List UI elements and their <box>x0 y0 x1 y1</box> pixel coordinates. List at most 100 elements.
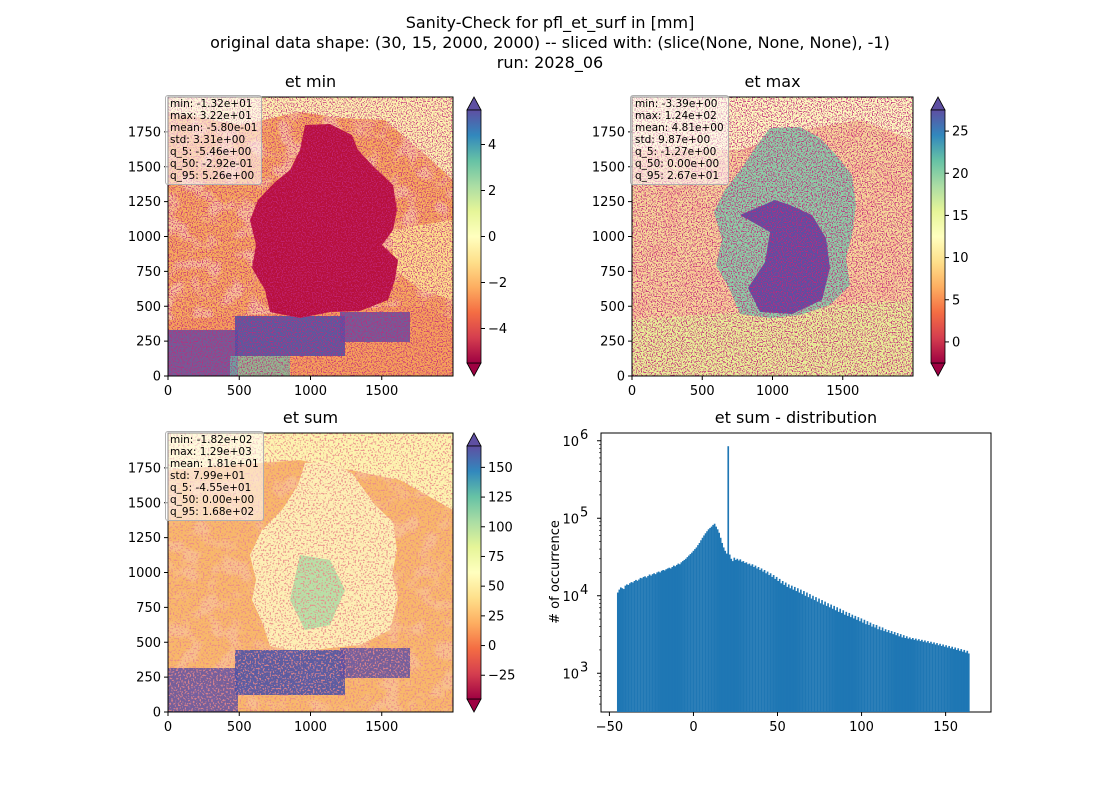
histogram-bar-64 <box>713 523 716 712</box>
histogram-bar-96 <box>762 571 764 712</box>
histogram-bar-202 <box>922 641 925 712</box>
histogram-bar-108 <box>780 583 783 712</box>
histogram-bar-112 <box>786 586 789 712</box>
histogram-bar-14 <box>638 579 640 712</box>
histogram-bar-222 <box>952 649 955 712</box>
stat-et-max-q95: q_95: 2.67e+01 <box>635 170 720 182</box>
histogram-bar-0 <box>616 592 619 712</box>
histogram-bar-104 <box>774 578 776 712</box>
histogram-bar-113 <box>787 584 790 712</box>
histogram-bar-93 <box>757 566 760 712</box>
histogram-bar-197 <box>915 638 917 712</box>
histogram-bar-50 <box>692 550 695 712</box>
histogram-bar-61 <box>709 527 711 712</box>
stats-box-et-max: min: -3.39e+00 max: 1.24e+02 mean: 4.81e… <box>630 95 729 185</box>
stat-et-min-q95: q_95: 5.26e+00 <box>170 170 255 182</box>
histogram-bar-89 <box>751 564 754 712</box>
histogram-bar-110 <box>783 584 786 712</box>
x-tick-label-et-min-0: 0 <box>164 384 172 399</box>
histogram-bar-26 <box>656 572 658 712</box>
histogram-bar-167 <box>869 622 872 712</box>
histogram-bar-170 <box>874 627 876 712</box>
histogram-bar-153 <box>848 612 851 712</box>
histogram-bar-15 <box>639 577 642 712</box>
histogram-bar-186 <box>898 636 901 712</box>
histogram-bar-82 <box>741 561 743 712</box>
histogram-bar-128 <box>810 598 813 712</box>
histogram-y-tick-exp-0: 3 <box>580 660 588 675</box>
histogram-bar-47 <box>688 555 690 712</box>
histogram-bar-140 <box>828 607 831 712</box>
histogram-bar-68 <box>719 537 722 712</box>
histogram-bar-100 <box>768 575 770 712</box>
y-tick-label-et-sum-1250: 1250 <box>128 531 161 546</box>
histogram-bar-218 <box>946 647 949 712</box>
figure-title-line-1: Sanity-Check for pfl_et_surf in [mm] <box>405 13 695 32</box>
histogram-bar-2 <box>619 587 622 712</box>
histogram-bar-48 <box>689 554 692 712</box>
histogram-bar-127 <box>809 594 811 712</box>
histogram-bar-149 <box>842 610 845 712</box>
histogram-bar-19 <box>645 577 648 712</box>
histogram-bar-214 <box>940 645 943 712</box>
histogram-y-tick-exp-3: 6 <box>580 428 588 443</box>
histogram-bar-114 <box>789 588 792 712</box>
stat-et-sum-q95: q_95: 1.68e+02 <box>170 506 255 518</box>
histogram-bar-228 <box>961 651 964 712</box>
y-tick-label-et-sum-1500: 1500 <box>128 496 161 511</box>
histogram-bar-205 <box>927 641 929 712</box>
histogram-bar-180 <box>889 633 891 712</box>
histogram-bar-169 <box>872 624 875 712</box>
histogram-bar-156 <box>852 618 855 712</box>
histogram-bar-215 <box>942 644 944 712</box>
histogram-bar-146 <box>837 611 840 712</box>
x-tick-label-et-min-1000: 1000 <box>294 384 327 399</box>
histogram-x-tick-label-4: 150 <box>933 720 958 735</box>
histogram-y-tick-label-0: 10 <box>562 667 579 682</box>
histogram-bar-148 <box>840 612 843 712</box>
histogram-bar-208 <box>931 643 934 712</box>
histogram-bar-225 <box>957 648 960 712</box>
histogram-bar-16 <box>641 578 643 712</box>
histogram-bar-80 <box>738 560 740 712</box>
y-tick-label-et-min-0: 0 <box>153 370 161 385</box>
histogram-bar-38 <box>674 566 677 712</box>
histogram-bar-97 <box>763 569 766 712</box>
histogram-bar-184 <box>895 635 898 712</box>
histogram-bar-172 <box>877 629 879 712</box>
histogram-bar-181 <box>890 631 893 712</box>
histogram-bar-87 <box>748 563 751 712</box>
histogram-bar-13 <box>636 580 639 712</box>
figure-title-line-2: original data shape: (30, 15, 2000, 2000… <box>210 33 890 52</box>
histogram-bar-157 <box>854 615 857 712</box>
histogram-bar-109 <box>781 580 784 712</box>
histogram-y-tick-exp-1: 4 <box>580 583 588 598</box>
histogram-bar-54 <box>698 542 701 712</box>
panel-title-et-sum-distribution: et sum - distribution <box>714 408 878 427</box>
histogram-bar-131 <box>815 597 817 712</box>
histogram-bar-106 <box>777 580 780 712</box>
histogram-bar-78 <box>734 559 737 712</box>
histogram-bar-55 <box>700 540 702 712</box>
colorbar-tick-label-et-max-5: 0 <box>952 335 960 350</box>
histogram-bar-176 <box>883 631 885 712</box>
histogram-bar-152 <box>846 615 849 712</box>
histogram-bar-158 <box>856 619 858 712</box>
histogram-bar-83 <box>742 561 745 712</box>
colorbar-tick-label-et-max-2: 15 <box>952 209 969 224</box>
y-tick-label-et-min-500: 500 <box>136 300 161 315</box>
histogram-bar-123 <box>803 591 805 712</box>
histogram-bar-209 <box>933 642 935 712</box>
histogram-bar-189 <box>902 635 905 712</box>
histogram-y-tick-label-3: 10 <box>562 435 579 450</box>
histogram-bar-188 <box>901 637 904 712</box>
colorbar-tick-label-et-sum-0: 150 <box>488 461 513 476</box>
histogram-bar-211 <box>936 643 938 712</box>
histogram-bar-95 <box>760 568 763 712</box>
histogram-bar-4 <box>623 589 625 712</box>
histogram-bar-85 <box>745 562 748 712</box>
x-tick-label-et-max-500: 500 <box>690 384 715 399</box>
heatmap-et-max <box>632 97 913 376</box>
histogram-bar-94 <box>759 569 761 712</box>
